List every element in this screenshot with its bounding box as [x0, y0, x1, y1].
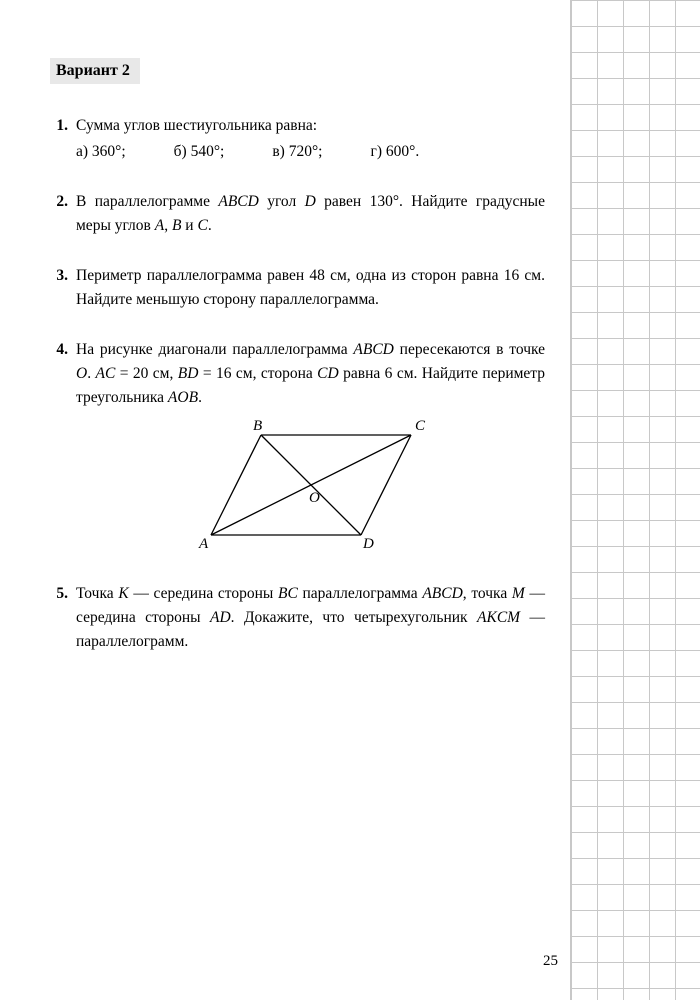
option-c: в) 720°; [272, 140, 322, 164]
grid-margin [570, 0, 700, 1000]
problem-text: На рисунке диагонали параллелограмма ABC… [76, 338, 545, 410]
page-content: Вариант 2 1. Сумма углов шестиугольника … [50, 58, 545, 680]
problem-4: 4. На рисунке диагонали параллелограмма … [50, 338, 545, 556]
problem-body: На рисунке диагонали параллелограмма ABC… [76, 338, 545, 556]
problem-3: 3. Периметр параллелограмма равен 48 см,… [50, 264, 545, 312]
option-d: г) 600°. [370, 140, 419, 164]
problem-1: 1. Сумма углов шестиугольника равна: а) … [50, 114, 545, 164]
problem-number: 1. [50, 114, 76, 164]
problem-text: Сумма углов шестиугольника равна: [76, 114, 545, 138]
svg-text:D: D [362, 536, 374, 550]
problem-body: Сумма углов шестиугольника равна: а) 360… [76, 114, 545, 164]
problem-options: а) 360°; б) 540°; в) 720°; г) 600°. [76, 140, 545, 164]
option-a: а) 360°; [76, 140, 126, 164]
page-number: 25 [543, 953, 558, 970]
svg-text:O: O [309, 490, 320, 506]
problem-number: 5. [50, 582, 76, 654]
variant-header: Вариант 2 [50, 58, 140, 84]
option-b: б) 540°; [174, 140, 225, 164]
parallelogram-diagram: A B C D O [191, 420, 431, 550]
diagram-wrap: A B C D O [76, 420, 545, 550]
problem-5: 5. Точка K — середина стороны BC паралле… [50, 582, 545, 654]
problem-number: 3. [50, 264, 76, 312]
problem-number: 2. [50, 190, 76, 238]
problem-body: В параллелограмме ABCD угол D равен 130°… [76, 190, 545, 238]
problem-number: 4. [50, 338, 76, 556]
svg-text:C: C [415, 420, 426, 434]
problem-2: 2. В параллелограмме ABCD угол D равен 1… [50, 190, 545, 238]
problem-body: Периметр параллелограмма равен 48 см, од… [76, 264, 545, 312]
problem-body: Точка K — середина стороны BC параллелог… [76, 582, 545, 654]
svg-text:B: B [253, 420, 262, 434]
svg-text:A: A [198, 536, 209, 550]
